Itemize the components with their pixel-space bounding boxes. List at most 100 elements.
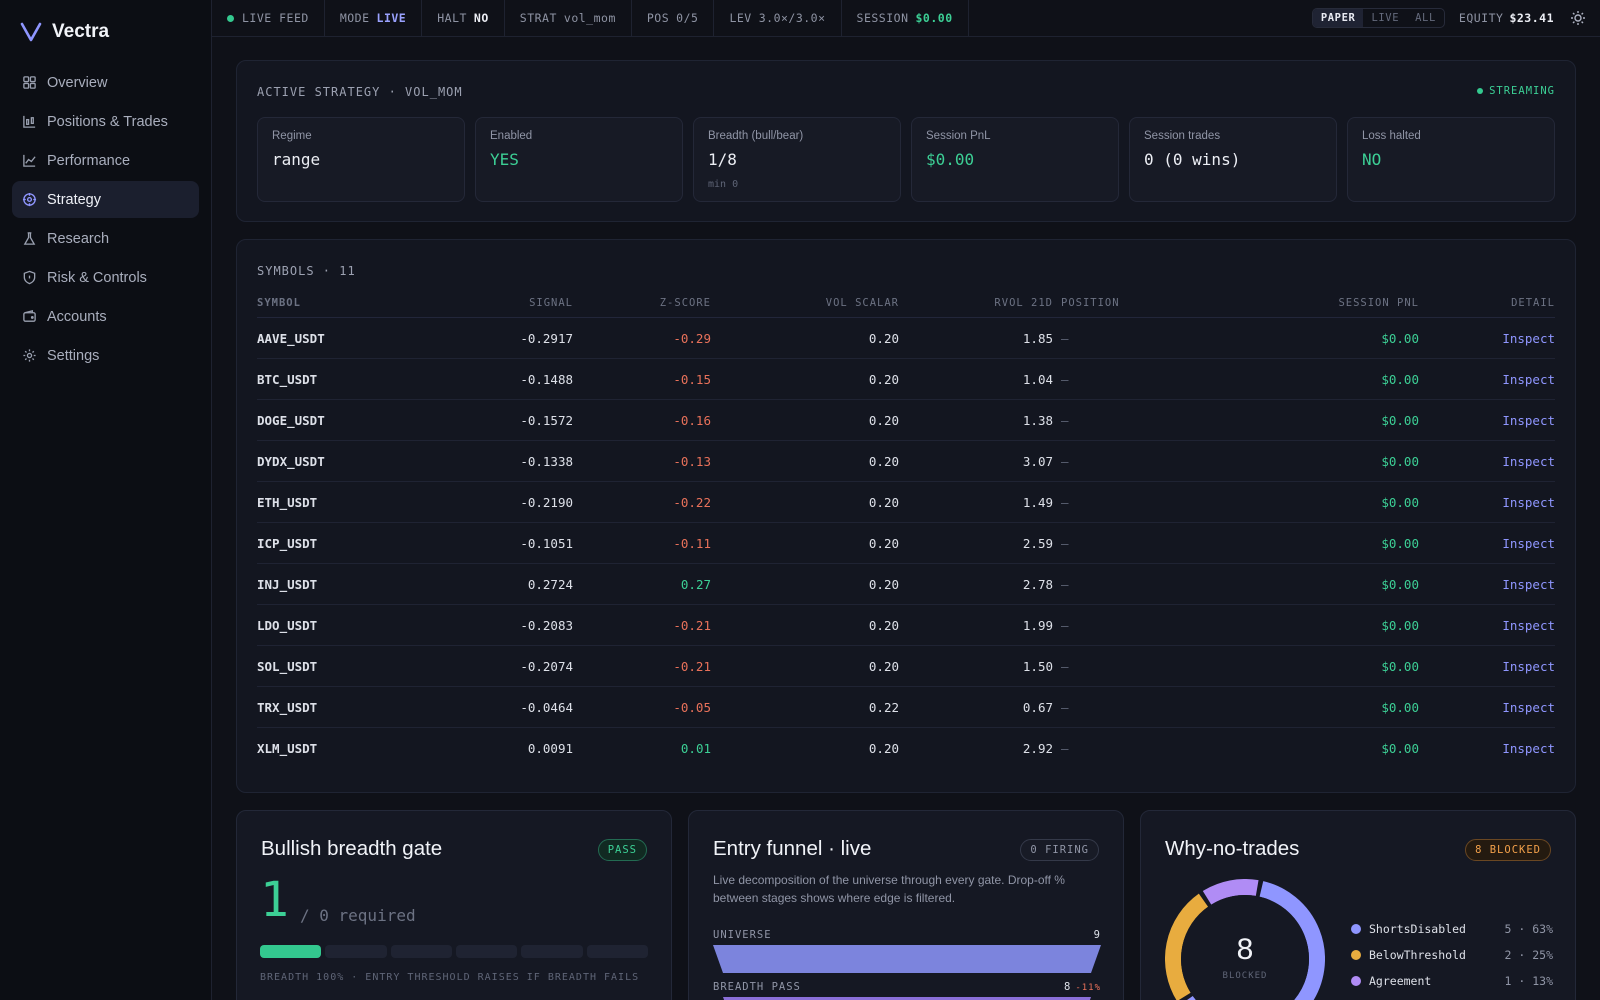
donut-total-label: BLOCKED (1223, 971, 1268, 981)
sidebar-item-performance[interactable]: Performance (12, 142, 199, 179)
brand-name: Vectra (52, 21, 110, 42)
table-row[interactable]: AAVE_USDT -0.2917 -0.29 0.20 1.85 — $0.00 Inspe… (257, 318, 1555, 359)
strat-value: vol_mom (563, 11, 616, 25)
mode-paper-button[interactable]: PAPER (1312, 9, 1364, 27)
inspect-link[interactable]: Inspect (1502, 617, 1555, 633)
funnel-stage-value: 9 (1093, 929, 1101, 941)
active-strategy-title: ACTIVE STRATEGY · VOL_MOM (257, 85, 463, 99)
brand[interactable]: Vectra (0, 0, 211, 64)
cell-vol-scalar: 0.22 (868, 699, 899, 715)
cell-position: — (1061, 330, 1069, 346)
equity-display: EQUITY $23.41 (1459, 11, 1554, 25)
cell-vol-scalar: 0.20 (868, 453, 899, 469)
grid-icon (22, 75, 37, 90)
target-icon (22, 192, 37, 207)
cell-signal: -0.1488 (520, 371, 573, 387)
inspect-link[interactable]: Inspect (1502, 699, 1555, 715)
funnel-stage-label: BREADTH PASS (713, 981, 801, 993)
inspect-link[interactable]: Inspect (1502, 412, 1555, 428)
stat-enabled: Enabled YES (475, 117, 683, 202)
sidebar-item-research[interactable]: Research (12, 220, 199, 257)
cell-symbol: ETH_USDT (257, 494, 318, 510)
funnel-stage-label: UNIVERSE (713, 929, 772, 941)
symbols-panel: SYMBOLS · 11 SYMBOL SIGNAL Z-SCORE VOL S… (236, 239, 1576, 793)
candles-icon (22, 114, 37, 129)
col-zscore[interactable]: Z-SCORE (659, 296, 711, 309)
strategy-status: STRAT vol_mom (505, 0, 632, 36)
donut-slice-0 (1187, 881, 1325, 1000)
table-row[interactable]: DYDX_USDT -0.1338 -0.13 0.20 3.07 — $0.00 Inspe… (257, 441, 1555, 482)
vectra-logo-icon (20, 22, 42, 42)
inspect-link[interactable]: Inspect (1502, 535, 1555, 551)
col-session-pnl[interactable]: SESSION PNL (1338, 296, 1419, 309)
table-row[interactable]: ICP_USDT -0.1051 -0.11 0.20 2.59 — $0.00 Inspec… (257, 523, 1555, 564)
breadth-gate-title: Bullish breadth gate (261, 837, 443, 860)
breadth-progress-bar (260, 945, 648, 958)
col-rvol[interactable]: RVOL 21D (994, 296, 1053, 309)
inspect-link[interactable]: Inspect (1502, 741, 1555, 756)
table-row[interactable]: BTC_USDT -0.1488 -0.15 0.20 1.04 — $0.00 Inspec… (257, 359, 1555, 400)
cell-symbol: XLM_USDT (257, 741, 318, 756)
inspect-link[interactable]: Inspect (1502, 494, 1555, 510)
sidebar-item-strategy[interactable]: Strategy (12, 181, 199, 218)
why-no-trades-title: Why-no-trades (1165, 837, 1300, 860)
equity-value: $23.41 (1509, 11, 1554, 25)
cell-session-pnl: $0.00 (1381, 576, 1419, 592)
table-row[interactable]: ETH_USDT -0.2190 -0.22 0.20 1.49 — $0.00 Inspec… (257, 482, 1555, 523)
sidebar-item-settings[interactable]: Settings (12, 337, 199, 374)
funnel-bar-universe (713, 945, 1101, 973)
cell-symbol: INJ_USDT (257, 576, 318, 592)
cell-symbol: AAVE_USDT (257, 330, 325, 346)
table-row[interactable]: LDO_USDT -0.2083 -0.21 0.20 1.99 — $0.00 Inspec… (257, 605, 1555, 646)
inspect-link[interactable]: Inspect (1502, 371, 1555, 387)
pos-value: 0/5 (676, 11, 699, 25)
topbar-right: PAPER LIVE ALL EQUITY $23.41 (1311, 0, 1600, 36)
cell-signal: -0.2190 (520, 494, 573, 510)
sidebar-item-overview[interactable]: Overview (12, 64, 199, 101)
inspect-link[interactable]: Inspect (1502, 453, 1555, 469)
col-signal[interactable]: SIGNAL (529, 296, 573, 309)
cell-zscore: -0.11 (673, 535, 711, 551)
funnel-shape-universe (713, 945, 1101, 973)
sidebar-item-accounts[interactable]: Accounts (12, 298, 199, 335)
inspect-link[interactable]: Inspect (1502, 330, 1555, 346)
legend-value: 2 · 25% (1504, 948, 1553, 962)
funnel-bar-breadth-pass (723, 997, 1091, 1000)
breadth-segment (325, 945, 387, 958)
breadth-segment (521, 945, 583, 958)
cell-session-pnl: $0.00 (1381, 699, 1419, 715)
breadth-value: 1 (260, 872, 289, 928)
inspect-link[interactable]: Inspect (1502, 576, 1555, 592)
cell-signal: -0.2917 (520, 330, 573, 346)
table-row[interactable]: INJ_USDT 0.2724 0.27 0.20 2.78 — $0.00 Inspect (257, 564, 1555, 605)
cell-zscore: 0.01 (680, 741, 711, 756)
stat-value: $0.00 (926, 150, 975, 169)
table-row[interactable]: DOGE_USDT -0.1572 -0.16 0.20 1.38 — $0.00 Inspe… (257, 400, 1555, 441)
col-vol-scalar[interactable]: VOL SCALAR (825, 296, 899, 309)
table-row[interactable]: SOL_USDT -0.2074 -0.21 0.20 1.50 — $0.00 Inspec… (257, 646, 1555, 687)
inspect-link[interactable]: Inspect (1502, 658, 1555, 674)
stat-breadth: Breadth (bull/bear) 1/8 min 0 (693, 117, 901, 202)
cell-rvol: 1.49 (1022, 494, 1053, 510)
cell-position: — (1061, 371, 1069, 387)
cell-symbol: ICP_USDT (257, 535, 318, 551)
live-feed-indicator: LIVE FEED (212, 0, 325, 36)
mode-value: LIVE (376, 11, 407, 25)
sidebar-item-risk-controls[interactable]: Risk & Controls (12, 259, 199, 296)
mode-all-button[interactable]: ALL (1415, 12, 1436, 24)
table-row[interactable]: TRX_USDT -0.0464 -0.05 0.22 0.67 — $0.00 Inspec… (257, 687, 1555, 728)
mode-live-button[interactable]: LIVE (1371, 12, 1400, 24)
firing-badge: 0 FIRING (1020, 839, 1099, 861)
legend-item-shorts-disabled: ShortsDisabled 5 · 63% (1351, 922, 1553, 936)
breadth-segment (455, 945, 518, 958)
cell-signal: -0.0464 (520, 699, 573, 715)
lev-label: LEV (729, 11, 752, 25)
cell-zscore: -0.15 (673, 371, 711, 387)
col-position[interactable]: POSITION (1061, 296, 1120, 309)
cell-rvol: 1.99 (1022, 617, 1053, 633)
table-row[interactable]: XLM_USDT 0.0091 0.01 0.20 2.92 — $0.00 Inspect (257, 728, 1555, 769)
sidebar-item-positions-trades[interactable]: Positions & Trades (12, 103, 199, 140)
stat-label: Session PnL (926, 130, 991, 142)
theme-toggle-icon[interactable] (1570, 10, 1586, 26)
col-symbol[interactable]: SYMBOL (257, 296, 301, 309)
